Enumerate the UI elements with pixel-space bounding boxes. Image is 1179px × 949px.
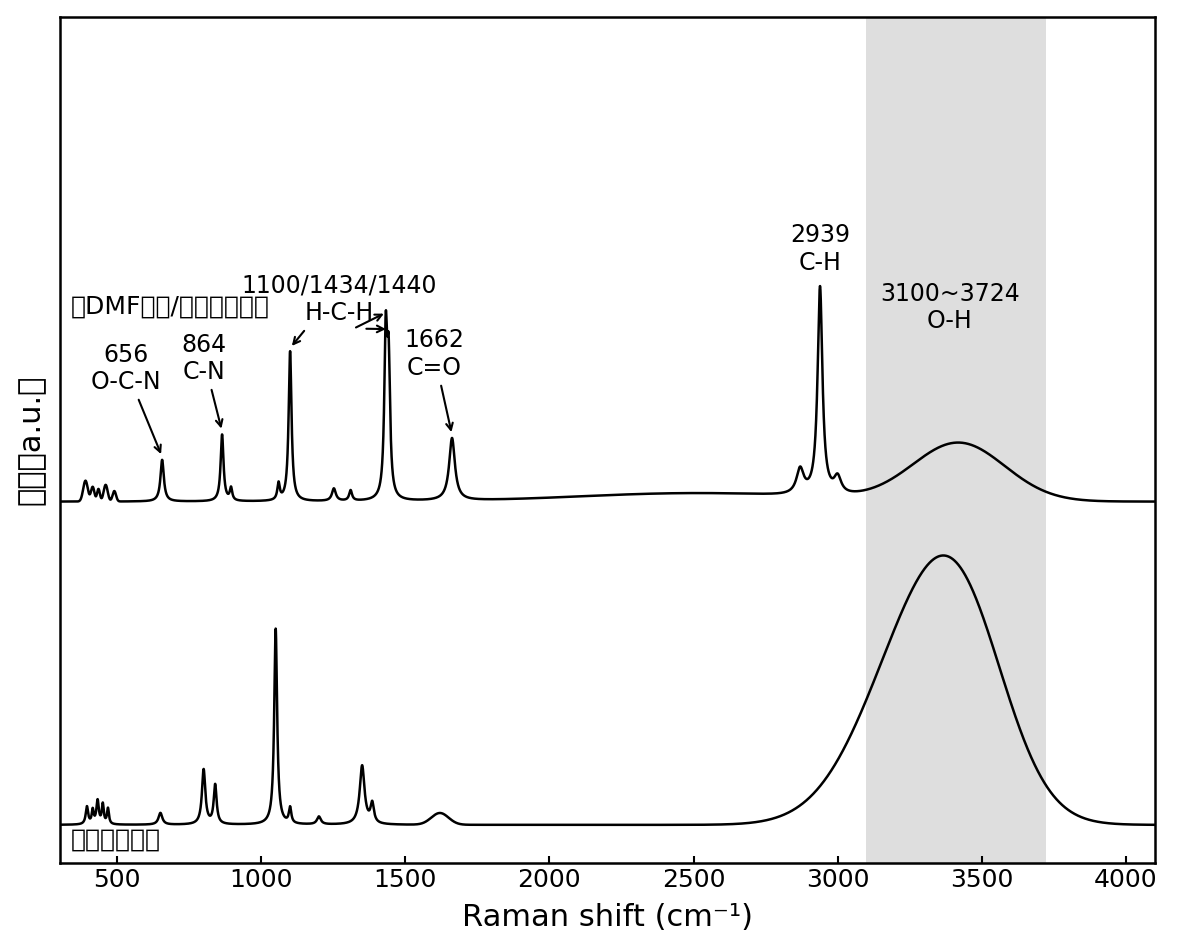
- X-axis label: Raman shift (cm⁻¹): Raman shift (cm⁻¹): [461, 903, 752, 932]
- Text: 2939
C-H: 2939 C-H: [790, 223, 850, 274]
- Text: 864
C-N: 864 C-N: [182, 332, 226, 426]
- Text: 含DMF有机/水杂化电解液: 含DMF有机/水杂化电解液: [71, 294, 270, 319]
- Text: 纯水系电解液: 纯水系电解液: [71, 828, 162, 852]
- Bar: [867, 17, 1046, 864]
- Text: 1662
C=O: 1662 C=O: [404, 328, 465, 430]
- Text: 1100/1434/1440
H-C-H: 1100/1434/1440 H-C-H: [242, 273, 437, 325]
- Y-axis label: 强度（a.u.）: 强度（a.u.）: [17, 375, 46, 505]
- Text: 656
O-C-N: 656 O-C-N: [91, 343, 162, 452]
- Text: 3100~3724
O-H: 3100~3724 O-H: [880, 282, 1020, 333]
